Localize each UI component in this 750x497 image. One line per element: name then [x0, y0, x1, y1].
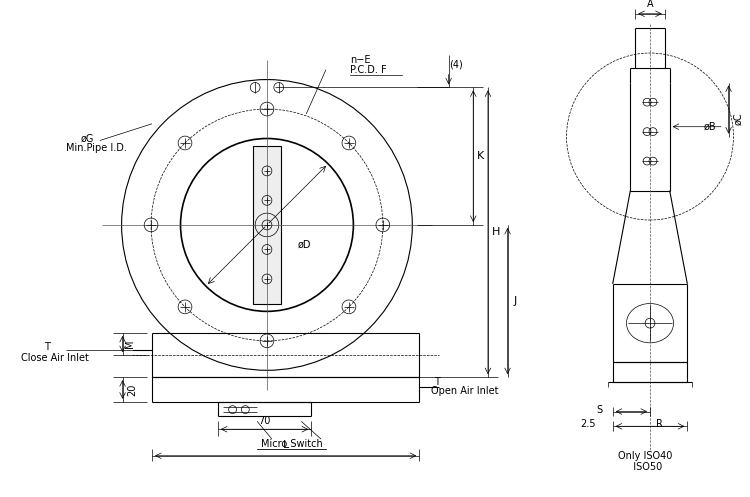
Text: Micro Switch: Micro Switch: [261, 439, 322, 449]
Text: Close Air Inlet: Close Air Inlet: [22, 353, 89, 363]
Text: M: M: [125, 340, 136, 348]
Text: øG: øG: [80, 134, 94, 144]
Ellipse shape: [626, 304, 674, 343]
Text: K: K: [476, 151, 484, 161]
Text: øD: øD: [298, 240, 311, 249]
Text: R: R: [656, 419, 663, 429]
Text: H: H: [491, 227, 500, 237]
FancyBboxPatch shape: [254, 146, 280, 304]
Text: P.C.D. F: P.C.D. F: [350, 65, 387, 75]
Text: øC: øC: [734, 112, 743, 125]
Text: T: T: [434, 377, 439, 387]
Text: T: T: [44, 342, 50, 352]
Text: A: A: [646, 0, 653, 9]
Text: øB: øB: [704, 122, 717, 132]
Text: J: J: [514, 296, 517, 306]
Text: S: S: [597, 405, 603, 414]
Text: 2.5: 2.5: [580, 419, 596, 429]
Text: Open Air Inlet: Open Air Inlet: [431, 386, 499, 396]
Text: 20: 20: [128, 383, 137, 396]
Text: 70: 70: [258, 416, 271, 426]
Text: ISO50: ISO50: [628, 462, 663, 472]
Text: Only ISO40: Only ISO40: [618, 451, 672, 461]
Text: Min.Pipe I.D.: Min.Pipe I.D.: [65, 143, 127, 153]
Text: n−E: n−E: [350, 55, 371, 65]
Text: L: L: [283, 440, 289, 450]
Text: (4): (4): [448, 60, 463, 70]
